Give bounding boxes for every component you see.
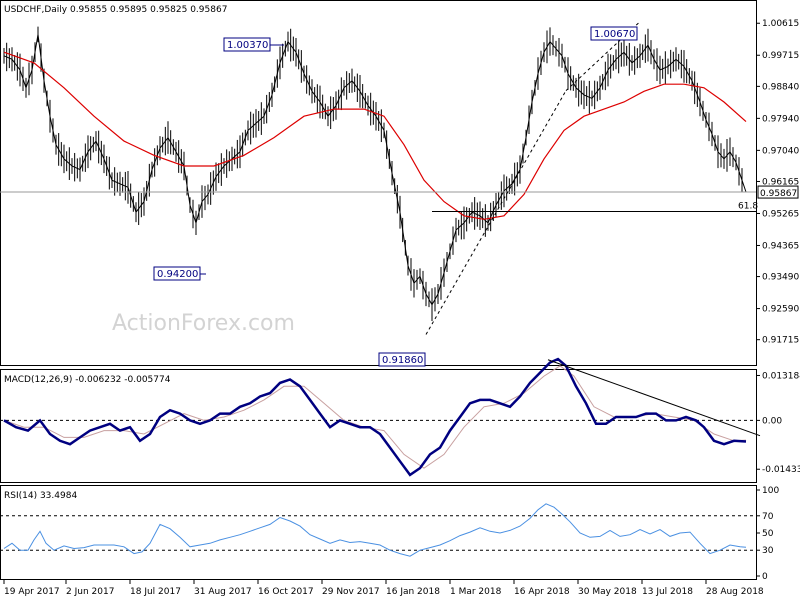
price-y-label: 0.95265 xyxy=(762,209,799,219)
x-tick-label: 28 Aug 2018 xyxy=(706,587,764,597)
axis-labels: 1.00615 0.99715 0.98840 0.97940 0.97040 0.961… xyxy=(3,19,800,597)
fib-618-label: 61.8 xyxy=(738,202,758,212)
moving-average-series xyxy=(3,51,747,220)
x-tick-label: 19 Apr 2017 xyxy=(4,587,60,597)
rsi-series xyxy=(0,503,756,557)
x-tick-label: 2 Jun 2017 xyxy=(66,587,114,597)
rsi-panel-frame xyxy=(0,485,757,580)
price-y-label: 1.00615 xyxy=(762,19,799,29)
price-annotations: 61.8 1.00370 0.94200 0.91860 1.00670 xyxy=(0,21,758,367)
price-y-label: 0.97040 xyxy=(762,146,799,156)
rsi-line xyxy=(3,503,747,557)
chart-symbol: USDCHF,Daily xyxy=(4,5,68,15)
rsi-title: RSI(14) 33.4984 xyxy=(4,491,77,501)
label-low-2: 0.91860 xyxy=(382,355,423,366)
rsi-y-label: 30 xyxy=(762,546,774,556)
trend-line-up xyxy=(425,90,567,335)
price-y-label: 0.99715 xyxy=(762,51,799,61)
macd-title: MACD(12,26,9) -0.006232 -0.005774 xyxy=(4,375,171,385)
rsi-y-label: 100 xyxy=(762,486,779,496)
label-high-1: 1.00370 xyxy=(227,40,268,51)
last-price-tag: 0.95867 xyxy=(760,189,797,199)
macd-series xyxy=(0,357,761,477)
x-tick-label: 16 Jan 2018 xyxy=(386,587,440,597)
x-tick-label: 16 Oct 2017 xyxy=(258,587,314,597)
chart-title: USDCHF,Daily 0.95855 0.95895 0.95825 0.9… xyxy=(4,5,227,15)
price-y-label: 0.97940 xyxy=(762,114,799,124)
x-tick-label: 29 Nov 2017 xyxy=(322,587,380,597)
x-tick-label: 16 Apr 2018 xyxy=(514,587,570,597)
label-low-1: 0.94200 xyxy=(157,269,198,280)
x-tick-label: 13 Jul 2018 xyxy=(642,587,693,597)
rsi-y-label: 0 xyxy=(762,572,768,582)
price-y-label: 0.93490 xyxy=(762,273,799,283)
price-y-label: 0.96165 xyxy=(762,177,799,187)
price-y-label: 0.91715 xyxy=(762,336,799,346)
macd-trend-line xyxy=(547,359,761,437)
macd-panel-frame xyxy=(0,369,757,483)
x-tick-label: 1 Mar 2018 xyxy=(450,587,502,597)
last-price-tag-box xyxy=(757,185,799,199)
rsi-y-label: 70 xyxy=(762,512,774,522)
label-low-2-box xyxy=(378,352,426,367)
price-series xyxy=(3,26,747,322)
chart-ohlc: 0.95855 0.95895 0.95825 0.95867 xyxy=(70,5,227,15)
price-y-label: 0.94365 xyxy=(762,241,799,251)
price-line xyxy=(3,34,747,306)
macd-y-label: 0.00 xyxy=(762,416,782,426)
x-tick-label: 31 Aug 2017 xyxy=(194,587,252,597)
price-y-label: 0.92590 xyxy=(762,305,799,315)
price-y-label: 0.98840 xyxy=(762,82,799,92)
x-tick-label: 30 May 2018 xyxy=(578,587,637,597)
x-tick-label: 18 Jul 2017 xyxy=(130,587,181,597)
watermark: ActionForex.com xyxy=(112,311,295,336)
macd-line xyxy=(3,357,747,477)
macd-y-label: -0.014339 xyxy=(762,465,800,475)
label-high-2: 1.00670 xyxy=(594,29,635,40)
rsi-y-label: 50 xyxy=(762,529,774,539)
moving-average-line xyxy=(3,51,747,220)
macd-y-label: 0.013184 xyxy=(762,371,800,381)
label-high-2-box xyxy=(590,26,638,41)
